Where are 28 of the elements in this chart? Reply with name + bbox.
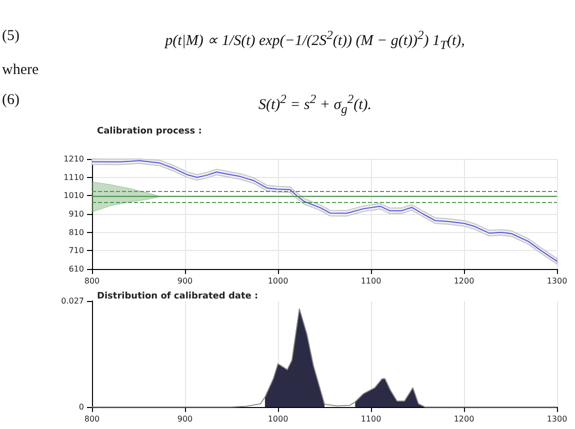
- x-tick-label: 1300: [546, 414, 568, 424]
- chart-title: Calibration process :: [97, 126, 202, 136]
- x-tick-label: 1300: [546, 276, 568, 286]
- x-tick-label: 1000: [268, 414, 288, 424]
- x-tick-label: 900: [177, 414, 193, 424]
- y-tick-label: 710: [68, 246, 84, 256]
- x-tick-label: 1100: [360, 414, 382, 424]
- text: p(t|M) ∝ 1/S(t) exp(−1/(2S$^{2}$(t)) (M − g(t))$^{2}$) 1$_{T}$(t),: [165, 28, 465, 53]
- text: where: [2, 62, 39, 79]
- y-tick-label: 610: [68, 264, 84, 274]
- x-tick-label: 1000: [268, 276, 288, 286]
- x-tick-label: 1200: [454, 276, 474, 286]
- y-tick-label: 0: [78, 402, 84, 412]
- y-tick-label: 810: [68, 228, 84, 237]
- y-tick-label: 0.027: [61, 296, 84, 306]
- y-tick-label: 910: [68, 210, 84, 218]
- y-tick-label: 1110: [64, 172, 84, 182]
- x-tick-label: 900: [177, 276, 193, 286]
- x-tick-label: 800: [84, 276, 100, 286]
- x-tick-label: 1200: [454, 414, 474, 424]
- x-tick-label: 800: [84, 414, 100, 424]
- text: (6): [2, 92, 20, 109]
- y-tick-label: 1010: [64, 191, 84, 200]
- text: (5): [2, 28, 20, 45]
- y-tick-label: 1210: [64, 154, 84, 164]
- x-tick-label: 1100: [360, 276, 382, 286]
- text: S(t)$^{2}$ = s$^{2}$ + σ$_{g}$$^{2}$(t).: [258, 92, 372, 117]
- chart-title: Distribution of calibrated date :: [97, 292, 258, 302]
